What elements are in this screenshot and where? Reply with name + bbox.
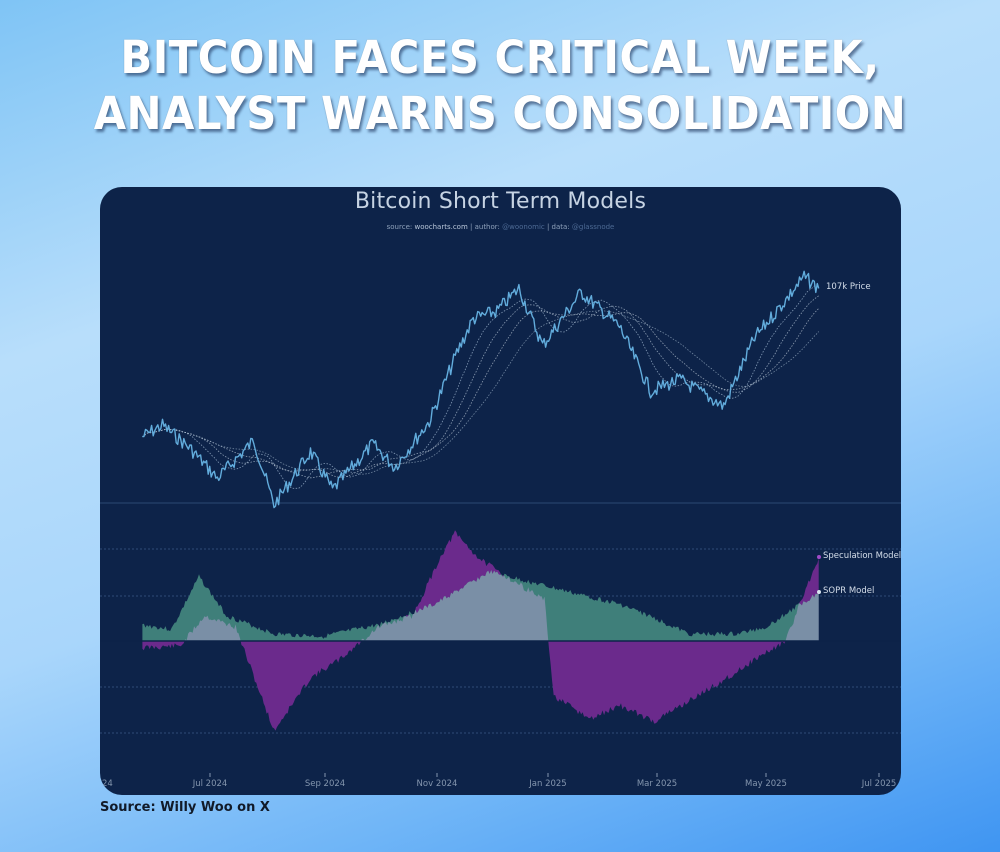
- x-tick-jul-2024: Jul 2024: [192, 779, 228, 789]
- x-tick-partial: 24: [102, 779, 113, 789]
- chart-canvas: [100, 270, 901, 777]
- x-tick-mar-2025: Mar 2025: [636, 779, 678, 789]
- moving-average-lines: [142, 283, 820, 489]
- speculation-endpoint-marker: [817, 555, 821, 559]
- overlap-area: [142, 570, 819, 641]
- x-tick-sep-2024: Sep 2024: [304, 779, 346, 789]
- headline: BITCOIN FACES CRITICAL WEEK, ANALYST WAR…: [35, 30, 965, 142]
- oscillator-areas: [100, 530, 901, 731]
- moving-average-line: [142, 310, 820, 475]
- moving-average-line: [142, 308, 819, 478]
- speculation-model-label: Speculation Model: [823, 551, 901, 561]
- source-caption: Source: Willy Woo on X: [100, 800, 270, 815]
- moving-average-line: [142, 295, 819, 479]
- sopr-endpoint-marker: [817, 590, 821, 594]
- x-tick-jul-2025: Jul 2025: [861, 779, 897, 789]
- x-tick-jan-2025: Jan 2025: [529, 779, 567, 789]
- sopr-model-label: SOPR Model: [823, 586, 875, 596]
- x-axis-ticks: [209, 773, 880, 777]
- chart-title: Bitcoin Short Term Models: [354, 189, 647, 214]
- chart-panel: Bitcoin Short Term Models source: woocha…: [100, 187, 901, 795]
- x-tick-nov-2024: Nov 2024: [416, 779, 458, 789]
- headline-line-1: BITCOIN FACES CRITICAL WEEK,: [120, 31, 880, 84]
- x-tick-may-2025: May 2025: [745, 779, 787, 789]
- moving-average-line: [142, 283, 819, 489]
- price-line: [142, 270, 820, 509]
- chart-subtitle: source: woocharts.com | author: @woonomi…: [386, 223, 615, 231]
- price-label: 107k Price: [826, 282, 871, 292]
- headline-line-2: ANALYST WARNS CONSOLIDATION: [93, 87, 907, 140]
